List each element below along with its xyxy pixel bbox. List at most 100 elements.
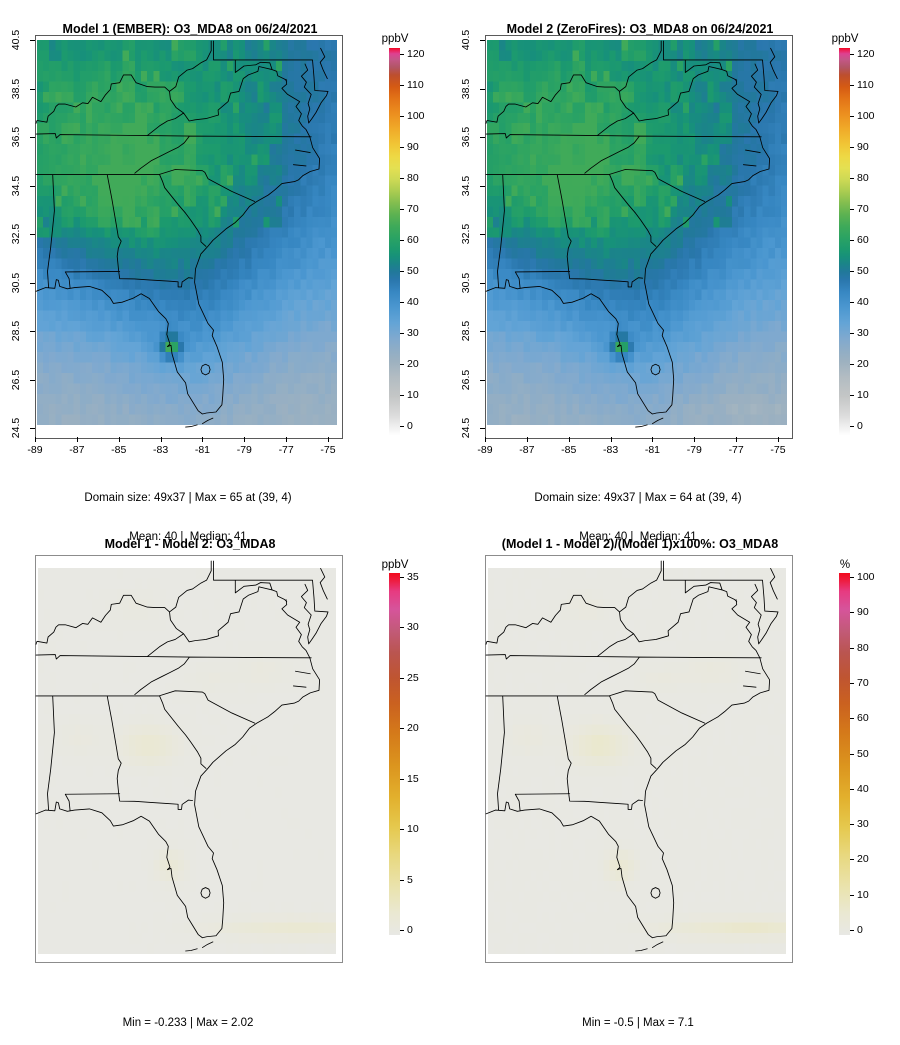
y-tick-label: 24.5 [10,417,22,439]
colorbar-tick [400,240,404,241]
colorbar-tick-label: 50 [857,265,869,277]
x-tick-label: -87 [519,444,535,456]
colorbar-tick-label: 0 [407,924,413,936]
raster-heatmap [38,568,336,954]
colorbar-tick [400,302,404,303]
raster-heatmap [488,568,786,954]
colorbar-tick [850,85,854,86]
colorbar-tick-label: 15 [407,772,419,785]
colorbar-tick-label: 30 [857,327,869,339]
colorbar-tick [400,395,404,396]
panel-stats: Domain size: 49x37 | Max = 65 at (39, 4)… [8,466,368,570]
colorbar-tick [850,426,854,427]
y-tick-label: 40.5 [10,29,22,51]
colorbar-tick-label: 90 [857,141,869,153]
y-tick-label: 36.5 [10,126,22,148]
y-tick-label: 32.5 [460,223,472,245]
colorbar-tick [850,178,854,179]
y-axis-tick [30,234,35,235]
colorbar [839,48,850,435]
colorbar-tick-label: 40 [857,296,869,308]
colorbar-tick [850,718,854,720]
colorbar-tick [850,271,854,272]
colorbar-unit-label: ppbV [381,559,409,571]
y-axis-tick [480,428,485,429]
colorbar-tick-label: 60 [407,234,419,246]
colorbar-tick-label: 20 [857,358,869,370]
x-axis-tick [736,437,738,442]
panel-title: Model 2 (ZeroFires): O3_MDA8 on 06/24/20… [506,21,774,36]
colorbar-unit-label: ppbV [831,33,859,45]
colorbar-tick-label: 120 [407,48,425,60]
panel-title: Model 1 - Model 2: O3_MDA8 [104,536,276,551]
colorbar-tick-label: 10 [407,823,419,836]
x-axis-tick [76,437,78,442]
colorbar-tick [400,879,404,881]
colorbar-tick-label: 10 [857,888,869,901]
colorbar [389,48,400,435]
panel-stats: Domain size: 49x37 | Max = 64 at (39, 4)… [458,466,818,570]
colorbar-tick-label: 60 [857,234,869,246]
colorbar-tick-label: 90 [407,141,419,153]
state-borders-overlay [36,556,342,962]
x-tick-label: -89 [27,444,43,456]
panel-percent-difference-map: (Model 1 - Model 2)/(Model 1)x100%: O3_M… [450,520,900,1045]
colorbar [389,573,400,935]
colorbar-tick-label: 50 [857,747,869,760]
colorbar-tick [850,788,854,790]
y-axis-tick [480,331,485,332]
colorbar-tick [850,612,854,614]
colorbar-tick-label: 20 [857,853,869,866]
y-tick-label: 28.5 [460,320,472,342]
y-axis-tick [480,185,485,187]
x-tick-label: -85 [111,444,127,456]
colorbar-tick [850,894,854,896]
colorbar-unit-label: ppbV [381,33,409,45]
colorbar-tick [400,364,404,365]
colorbar-tick-label: 10 [857,389,869,401]
colorbar-tick [850,333,854,334]
x-tick-label: -75 [320,444,336,456]
colorbar-tick-label: 70 [407,203,419,215]
colorbar-tick [400,728,404,730]
x-axis-tick [118,437,120,442]
y-axis-tick [30,137,35,138]
colorbar-tick-label: 20 [407,358,419,370]
y-tick-label: 38.5 [10,78,22,99]
panel-title: (Model 1 - Model 2)/(Model 1)x100%: O3_M… [501,536,779,551]
colorbar-tick-label: 100 [857,110,875,122]
colorbar-tick-label: 80 [857,172,869,184]
x-tick-label: -85 [561,444,577,456]
colorbar-tick-label: 90 [857,606,869,619]
colorbar-tick [850,930,854,931]
colorbar-tick-label: 110 [407,79,424,91]
colorbar-tick [400,627,404,629]
x-axis-tick [328,437,330,442]
x-axis-tick [160,437,162,442]
stats-line2: Mean: 40 | Median: 41 [579,531,697,543]
y-tick-label: 32.5 [10,223,22,245]
y-axis-tick [30,282,35,284]
state-borders-overlay [486,556,792,962]
colorbar [839,573,850,935]
x-axis-tick [610,437,612,442]
colorbar-tick [850,54,854,55]
colorbar-tick-label: 80 [407,172,419,184]
y-axis-tick [480,234,485,235]
colorbar-tick-label: 70 [857,203,869,215]
colorbar-tick [400,54,404,55]
panel-model1-map: Model 1 (EMBER): O3_MDA8 on 06/24/2021 -… [0,0,450,544]
colorbar-tick [400,829,404,831]
raster-heatmap [37,40,337,425]
colorbar-tick [850,147,854,148]
x-axis-tick [568,437,570,442]
colorbar-tick [850,240,854,241]
map-plot-area [35,35,343,439]
colorbar-tick-label: 20 [407,722,419,735]
x-tick-label: -75 [770,444,786,456]
colorbar-tick [400,271,404,272]
colorbar-tick-label: 40 [407,296,419,308]
x-axis-tick [244,437,246,442]
colorbar-tick-label: 30 [857,818,869,831]
